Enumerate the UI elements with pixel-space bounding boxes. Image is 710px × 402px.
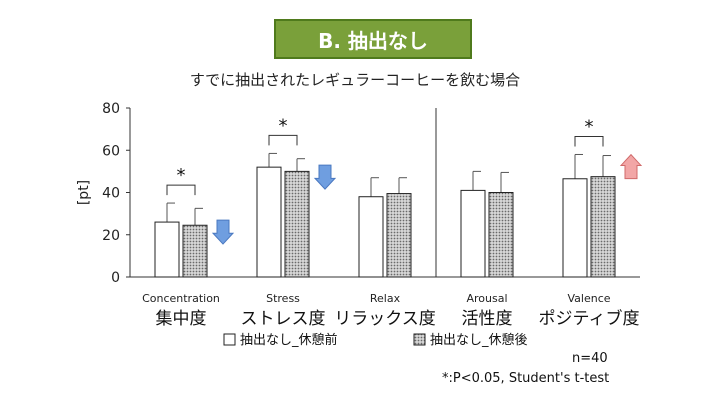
significance-note: *:P<0.05, Student's t-test [442, 371, 609, 386]
arrow-down-icon [211, 219, 235, 245]
x-tick-label-en: Arousal [466, 292, 507, 305]
x-tick-label-ja: 活性度 [462, 309, 513, 329]
bar-after [386, 193, 412, 278]
bar-after [182, 224, 208, 278]
sample-size-note: n=40 [572, 351, 608, 366]
significance-bracket [166, 184, 196, 196]
arrow-down-icon [313, 164, 337, 190]
bar-before [256, 166, 282, 278]
x-tick-label-ja: 集中度 [156, 309, 207, 329]
significance-bracket [268, 134, 298, 146]
y-tick-label: 40 [102, 186, 120, 202]
chart-subtitle: すでに抽出されたレギュラーコーヒーを飲む場合 [189, 71, 521, 89]
y-axis-label: [pt] [76, 180, 92, 205]
bar-before [562, 178, 588, 278]
x-tick-label-en: Relax [370, 292, 401, 305]
title-badge-text: B. 抽出なし [318, 28, 428, 53]
bar-after [590, 176, 616, 278]
significance-asterisk: * [177, 165, 186, 186]
legend-label: 抽出なし_休憩前 [240, 332, 338, 348]
significance-note-text: *:P<0.05, Student's t-test [442, 371, 610, 386]
bar-after [488, 192, 514, 278]
significance-bracket [574, 135, 604, 147]
x-tick-label-en: Concentration [142, 292, 220, 305]
x-tick-label-ja: ストレス度 [241, 309, 326, 329]
x-tick-label-en: Valence [567, 292, 610, 305]
bar-before [460, 189, 486, 278]
y-tick-label: 80 [102, 101, 120, 117]
legend-label: 抽出なし_休憩後 [430, 332, 528, 348]
significance-asterisk: * [279, 115, 288, 136]
arrow-up-icon [619, 153, 643, 180]
y-tick-label: 20 [102, 228, 120, 244]
title-badge: B. 抽出なし [274, 19, 472, 59]
bar-before [358, 196, 384, 278]
legend-swatch [223, 333, 236, 346]
bar-before [154, 221, 180, 278]
x-tick-label-ja: ポジティブ度 [539, 308, 640, 329]
legend-swatch [413, 333, 426, 346]
bar-after [284, 170, 310, 278]
y-tick-label: 60 [102, 143, 120, 159]
significance-asterisk: * [585, 116, 594, 137]
x-tick-label-ja: リラックス度 [334, 309, 436, 329]
x-tick-label-en: Stress [266, 292, 300, 305]
y-tick-label: 0 [111, 270, 120, 286]
